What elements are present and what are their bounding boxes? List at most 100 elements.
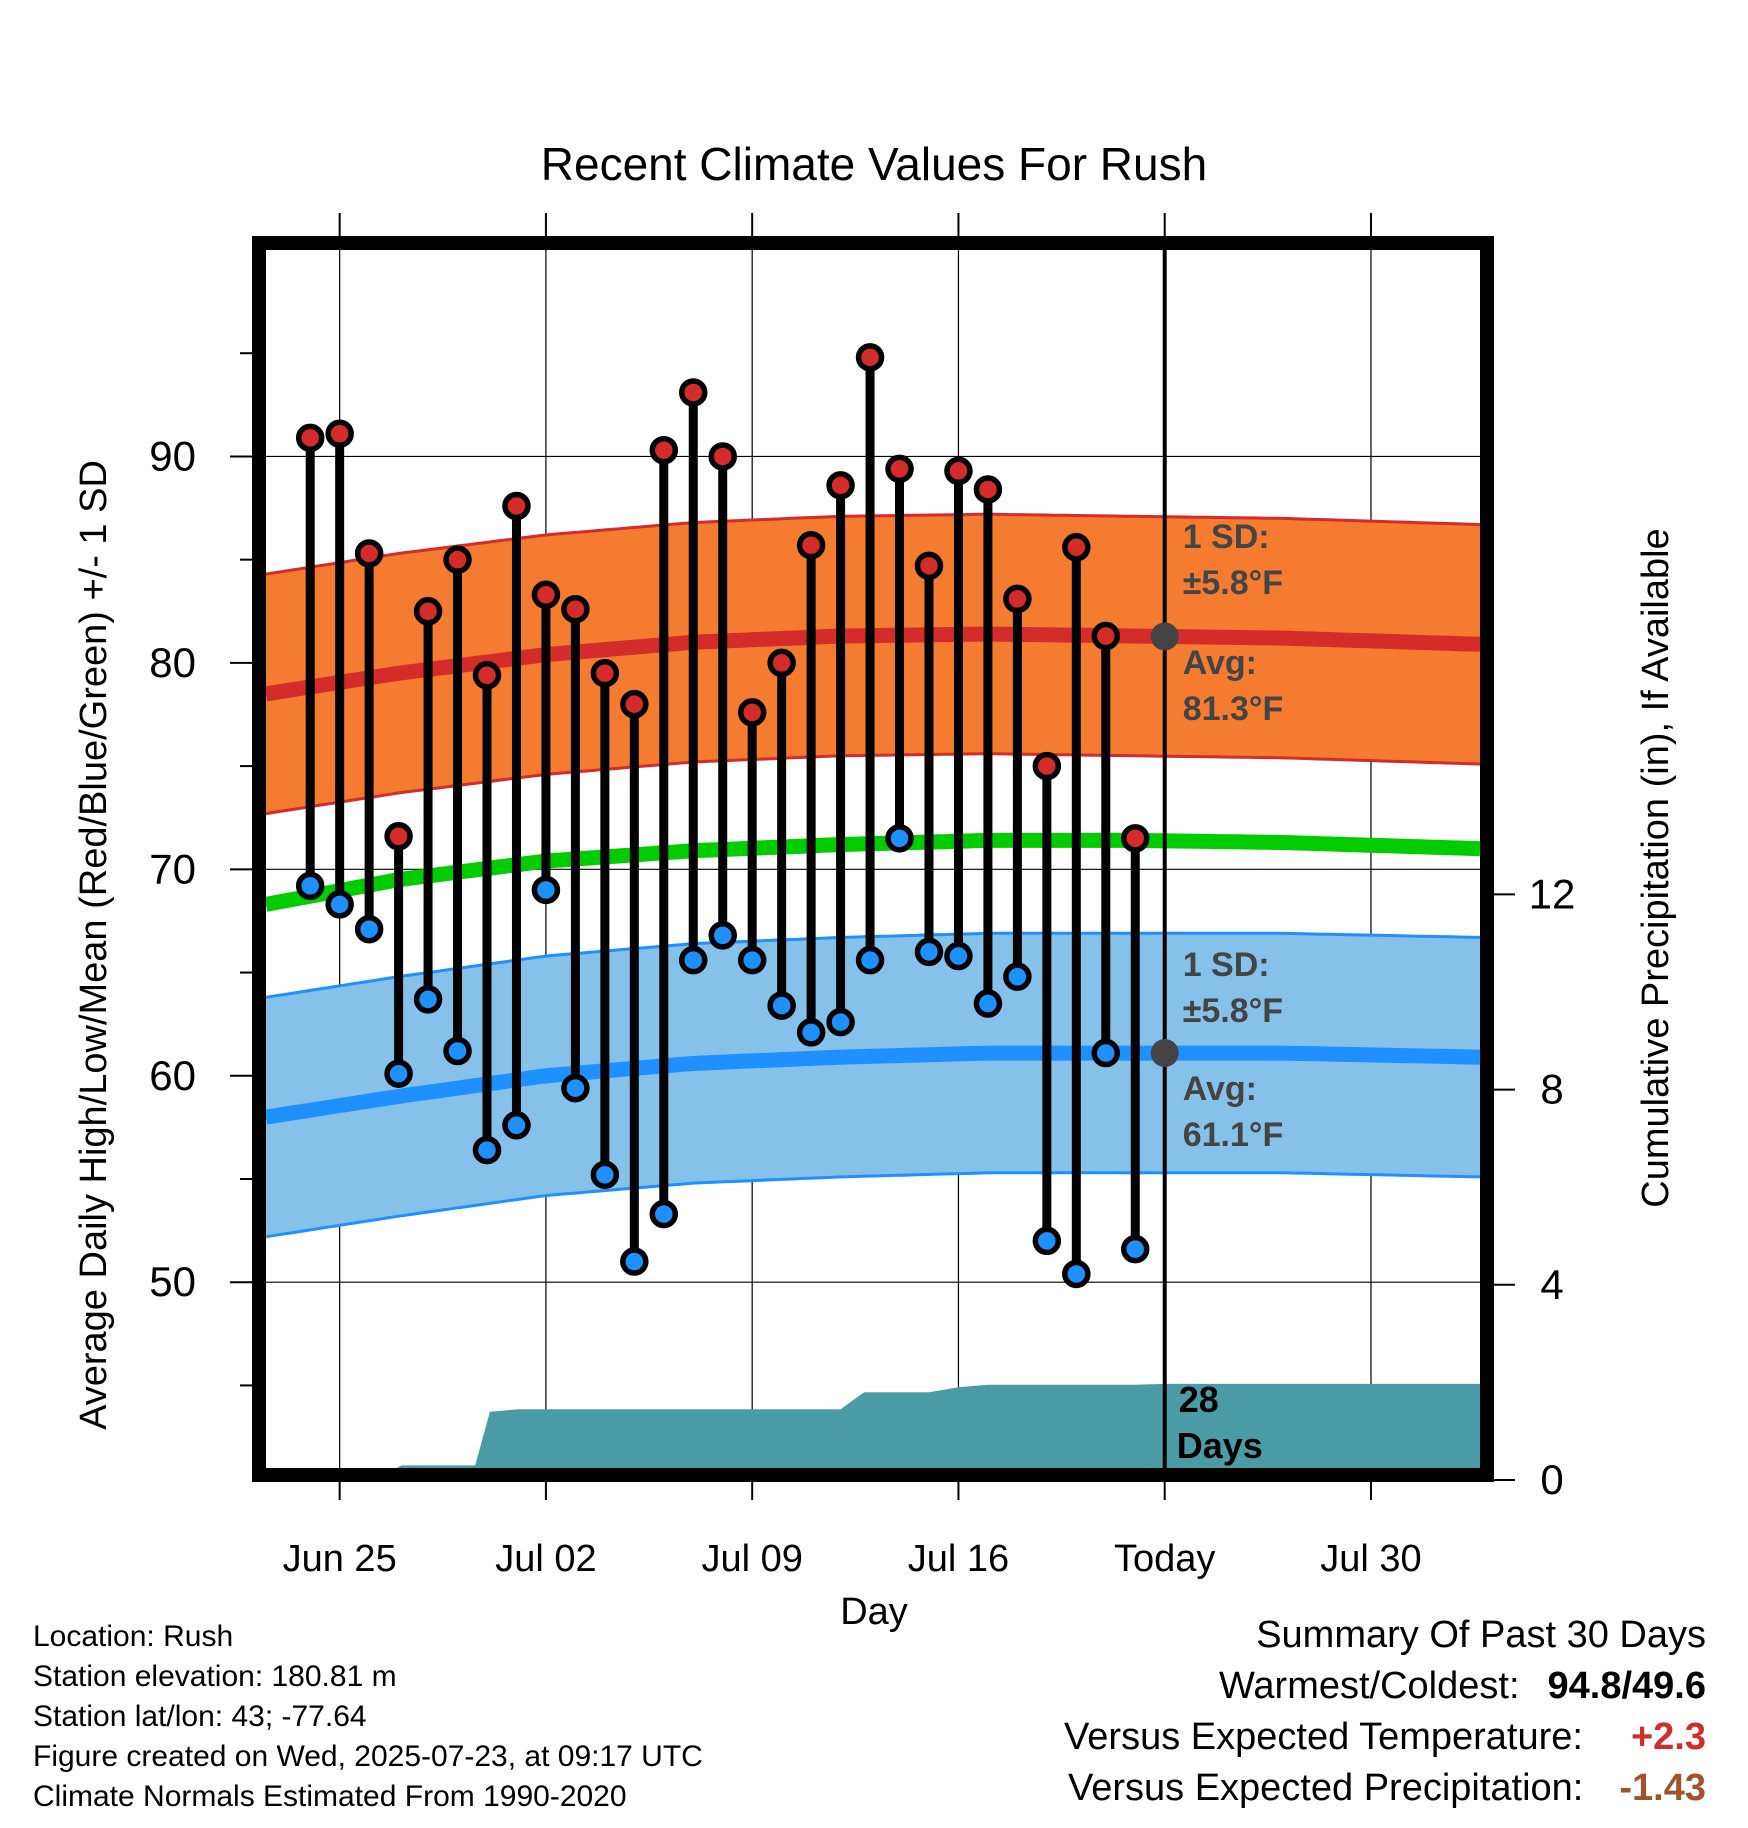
precip-days-annotation-line1: 28	[1179, 1379, 1219, 1420]
x-tick-label: Jul 02	[495, 1538, 596, 1580]
high-avg-annotation-line1: Avg:	[1183, 644, 1257, 682]
daily-high-point	[1062, 533, 1091, 562]
daily-low-point	[354, 914, 384, 944]
annotations-layer: 1 SD: ±5.8°F Avg: 81.3°F 1 SD: ±5.8°F Avg: 61.1…	[1177, 518, 1284, 1466]
daily-high-point	[649, 435, 679, 465]
daily-high-point	[502, 491, 531, 521]
precip-departure-value: -1.43	[1619, 1767, 1706, 1809]
daily-high-point	[413, 597, 443, 626]
daily-low-point	[590, 1160, 620, 1190]
precip-departure-row: Versus Expected Precipitation: -1.43	[1064, 1763, 1706, 1814]
daily-high-point	[1003, 584, 1032, 614]
daily-high-point	[1032, 751, 1062, 781]
y-left-tick-label: 50	[149, 1258, 196, 1305]
daily-low-point	[561, 1073, 590, 1103]
location-text: Location: Rush	[33, 1620, 234, 1653]
low-avg-annotation-line1: Avg:	[1183, 1070, 1257, 1108]
latlon-text: Station lat/lon: 43; -77.64	[33, 1700, 367, 1733]
daily-high-point	[737, 698, 767, 727]
daily-low-point	[826, 1007, 855, 1037]
temp-departure-value: +2.3	[1630, 1716, 1706, 1758]
y-right-tick-label: 8	[1540, 1066, 1563, 1113]
chart-title: Recent Climate Values For Rush	[541, 138, 1207, 190]
today-high-avg-marker	[1150, 622, 1179, 651]
daily-low-point	[914, 937, 944, 967]
summary-panel: Summary Of Past 30 Days Warmest/Coldest:…	[1064, 1610, 1706, 1814]
daily-low-point	[1120, 1234, 1150, 1264]
daily-high-point	[1091, 621, 1121, 651]
temp-departure-row: Versus Expected Temperature: +2.3	[1064, 1712, 1706, 1763]
daily-high-point	[472, 661, 502, 690]
daily-high-point	[561, 594, 590, 624]
daily-low-point	[531, 875, 561, 905]
daily-low-point	[502, 1111, 531, 1140]
y-right-tick-label: 4	[1540, 1261, 1563, 1308]
precip-days-annotation-line2: Days	[1177, 1425, 1263, 1466]
daily-low-point	[1032, 1226, 1062, 1256]
daily-range-layer	[295, 343, 1150, 1289]
daily-high-point	[973, 475, 1003, 504]
warm-cold-row: Warmest/Coldest: 94.8/49.6	[1064, 1661, 1706, 1712]
daily-high-point	[295, 423, 325, 453]
daily-low-point	[472, 1135, 502, 1165]
daily-high-point	[443, 545, 472, 574]
daily-high-point	[855, 343, 885, 372]
daily-low-point	[737, 945, 767, 975]
low-avg-annotation-line2: 61.1°F	[1183, 1116, 1284, 1154]
daily-low-point	[1003, 962, 1032, 991]
daily-high-point	[826, 471, 855, 500]
daily-high-point	[384, 822, 413, 851]
x-tick-label: Jul 30	[1320, 1538, 1421, 1580]
daily-low-point	[885, 824, 914, 853]
daily-high-point	[1120, 824, 1150, 853]
daily-low-point	[944, 941, 973, 971]
plot-border	[252, 236, 1494, 1482]
daily-low-point	[767, 991, 796, 1020]
summary-title: Summary Of Past 30 Days	[1256, 1614, 1706, 1656]
station-info: Location: Rush Station elevation: 180.81…	[33, 1617, 703, 1817]
plot-frame	[252, 236, 1494, 1482]
precip-departure-label: Versus Expected Precipitation:	[1067, 1767, 1584, 1809]
daily-low-point	[1062, 1259, 1091, 1289]
daily-high-point	[620, 689, 649, 719]
high-sd-annotation-line1: 1 SD:	[1183, 518, 1270, 556]
daily-low-point	[679, 945, 708, 975]
today-low-avg-marker	[1150, 1039, 1179, 1068]
low-sd-annotation-line2: ±5.8°F	[1183, 992, 1283, 1030]
cumulative-precip-area	[266, 1383, 1480, 1480]
y-left-tick-label: 90	[149, 432, 196, 479]
x-axis-label: Day	[840, 1591, 908, 1633]
daily-low-point	[1091, 1038, 1121, 1068]
normals-text: Climate Normals Estimated From 1990-2020	[33, 1780, 627, 1813]
low-sd-annotation-line1: 1 SD:	[1183, 946, 1270, 984]
warm-cold-label: Warmest/Coldest:	[1218, 1665, 1520, 1707]
high-sd-annotation-line2: ±5.8°F	[1183, 564, 1283, 602]
daily-high-point	[354, 539, 384, 568]
daily-low-point	[973, 989, 1003, 1018]
normal-low-band	[266, 933, 1480, 1237]
daily-low-point	[855, 945, 885, 975]
x-tick-label: Jun 25	[283, 1538, 397, 1580]
y-left-tick-label: 70	[149, 845, 196, 892]
elevation-text: Station elevation: 180.81 m	[33, 1660, 397, 1693]
daily-high-point	[590, 658, 620, 688]
y-right-tick-label: 12	[1529, 870, 1576, 917]
daily-high-point	[796, 530, 826, 560]
daily-high-point	[944, 456, 973, 486]
daily-low-point	[295, 871, 325, 901]
x-tick-label: Jul 16	[908, 1538, 1009, 1580]
daily-high-point	[679, 378, 708, 407]
y-left-tick-label: 60	[149, 1052, 196, 1099]
x-tick-label: Jul 09	[701, 1538, 802, 1580]
y-left-tick-label: 80	[149, 639, 196, 686]
daily-high-point	[885, 454, 914, 484]
daily-low-point	[708, 921, 737, 950]
daily-low-point	[443, 1036, 472, 1066]
daily-high-point	[914, 551, 944, 581]
created-text: Figure created on Wed, 2025-07-23, at 09…	[33, 1740, 703, 1773]
y-axis-left-label: Average Daily High/Low/Mean (Red/Blue/Gr…	[73, 460, 115, 1430]
daily-low-point	[649, 1199, 679, 1229]
daily-high-point	[708, 442, 737, 471]
daily-high-point	[531, 580, 561, 610]
